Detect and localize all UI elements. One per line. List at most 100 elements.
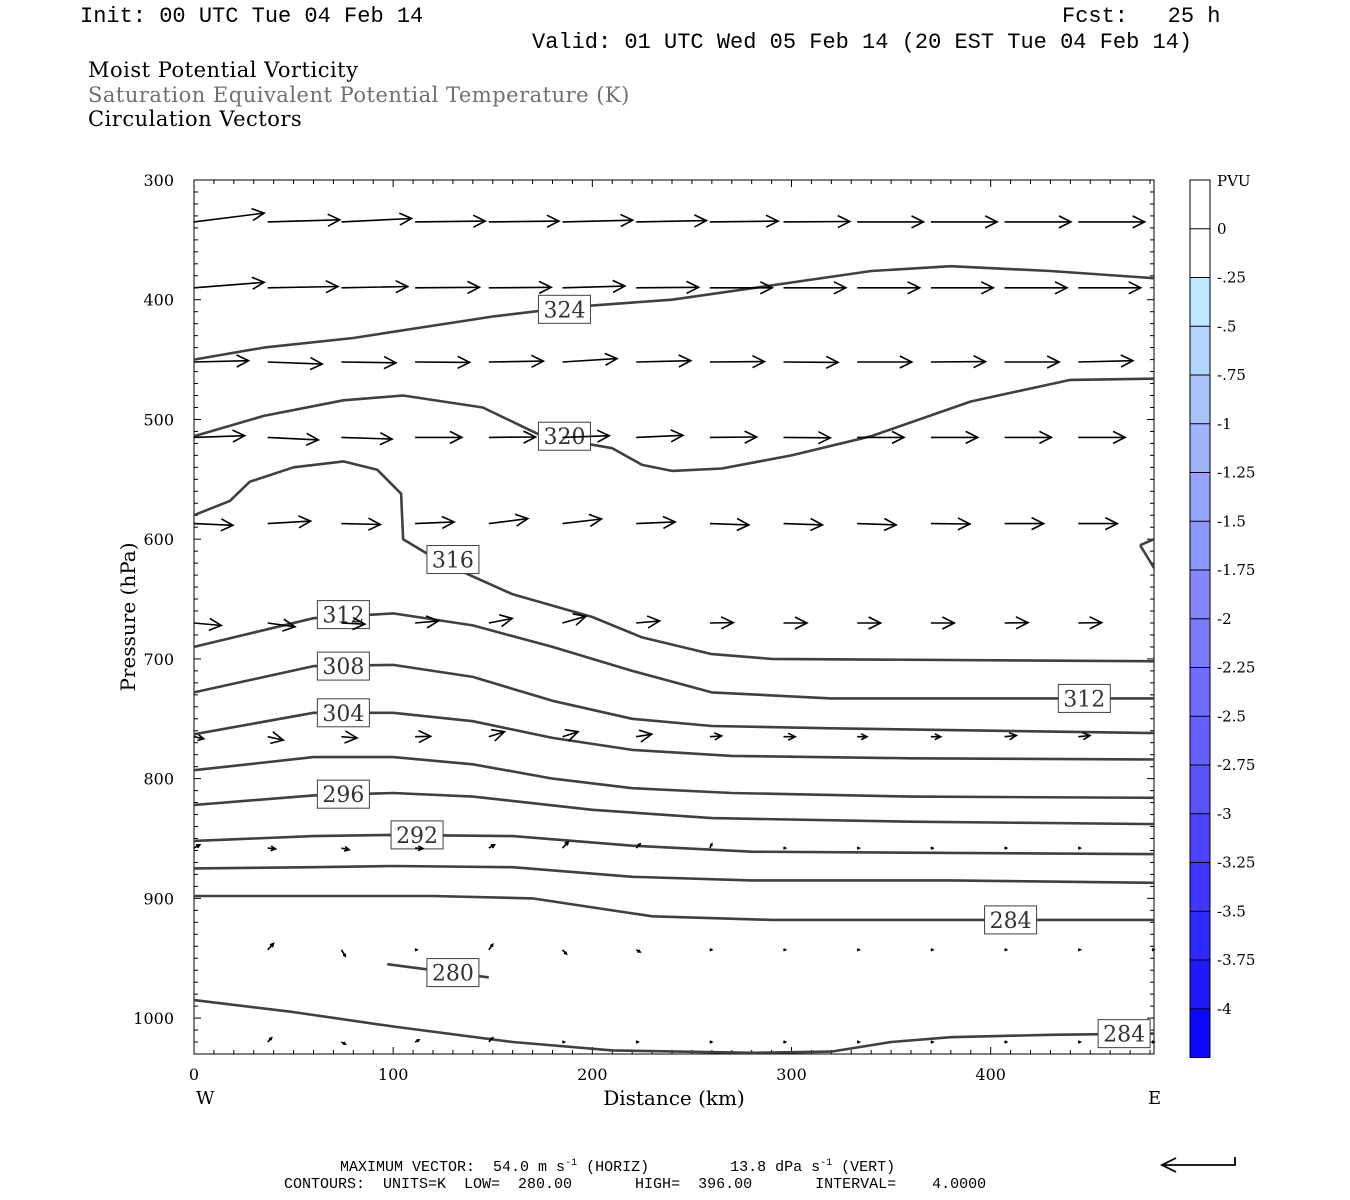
circulation-vector xyxy=(341,285,408,289)
vector-head xyxy=(678,354,693,368)
vector-head xyxy=(883,517,898,532)
vector-head xyxy=(232,429,247,443)
vector-head xyxy=(984,215,999,229)
vector-head xyxy=(343,845,351,852)
max-vector-vert: 13.8 dPa s xyxy=(730,1159,821,1176)
vector-head xyxy=(783,948,788,952)
vector-head xyxy=(817,430,833,445)
y-tick-label: 600 xyxy=(143,530,174,549)
colorbar-swatch xyxy=(1190,911,1210,960)
circulation-vector xyxy=(709,522,749,526)
horiz-tag: (HORIZ) xyxy=(586,1159,650,1176)
circulation-vector xyxy=(488,617,513,624)
circulation-vector xyxy=(267,520,311,525)
vector-head xyxy=(783,1040,788,1044)
vector-head xyxy=(638,729,654,743)
vector-head xyxy=(282,618,297,632)
circulation-vector xyxy=(562,730,579,738)
contour-label: 280 xyxy=(432,962,474,987)
vector-head xyxy=(930,1040,935,1044)
vector-head xyxy=(1132,215,1147,229)
vector-head xyxy=(1077,846,1083,850)
x-tick-label: 200 xyxy=(577,1065,608,1084)
vector-head xyxy=(197,734,206,742)
colorbar-swatch xyxy=(1190,862,1210,912)
circulation-vector xyxy=(341,735,358,739)
vector-head xyxy=(383,355,398,370)
vector-head xyxy=(379,431,394,446)
vector-head xyxy=(783,846,788,850)
vector-head xyxy=(693,214,709,228)
circulation-vector xyxy=(562,518,602,525)
vector-head xyxy=(418,729,433,744)
contour-label-box xyxy=(1057,683,1111,713)
vector-head xyxy=(564,728,580,742)
contour-label: 312 xyxy=(322,604,364,629)
circulation-vector xyxy=(636,219,707,223)
colorbar-label: -1.25 xyxy=(1217,464,1255,482)
x-tick-label: 100 xyxy=(378,1065,409,1084)
colorbar-swatch xyxy=(1190,765,1210,814)
contour-info: CONTOURS: UNITS=K LOW= 280.00 HIGH= 396.… xyxy=(284,1176,987,1193)
vector-head xyxy=(930,846,935,850)
contour-label-box xyxy=(426,545,480,575)
vector-head xyxy=(572,613,588,626)
colorbar-swatch xyxy=(1190,472,1210,522)
valid-time: Valid: 01 UTC Wed 05 Feb 14 (20 EST Tue … xyxy=(532,30,1193,55)
vector-head xyxy=(562,1040,567,1044)
circulation-vector xyxy=(1004,734,1017,738)
vector-head xyxy=(449,430,464,445)
colorbar-title: PVU xyxy=(1217,172,1251,190)
vector-head xyxy=(1031,516,1046,531)
vector-head xyxy=(1015,616,1030,630)
circulation-vector xyxy=(783,522,823,526)
vector-head xyxy=(736,517,751,532)
colorbar-swatch xyxy=(1190,277,1210,327)
vector-head xyxy=(787,732,797,741)
max-vector-label: MAXIMUM VECTOR: xyxy=(340,1159,476,1176)
vector-head xyxy=(489,1036,494,1041)
circulation-vector xyxy=(488,517,528,525)
circulation-vector xyxy=(488,730,505,738)
vector-head xyxy=(417,845,425,852)
vector-head xyxy=(251,276,266,290)
plot-axes: 300 400 500 600 700 800 900 1000 0 100 200 300 400 Di… xyxy=(116,171,1161,1110)
vector-head xyxy=(1128,281,1143,295)
circulation-vector xyxy=(193,359,249,363)
circulation-vector xyxy=(341,622,365,625)
contour-label: 296 xyxy=(322,783,364,808)
isentrope-line xyxy=(193,460,1155,663)
vector-head xyxy=(713,732,724,741)
vector-head xyxy=(612,279,627,294)
circulation-vector xyxy=(636,620,660,624)
colorbar-swatch xyxy=(1190,228,1210,278)
field-title-theta-es: Saturation Equivalent Potential Temperat… xyxy=(88,83,630,107)
vector-head xyxy=(268,1036,273,1041)
vector-head xyxy=(546,214,561,228)
colorbar-swatch xyxy=(1190,326,1210,375)
vector-head xyxy=(810,517,825,532)
circulation-vector xyxy=(267,436,319,441)
contour-label: 312 xyxy=(1063,687,1105,712)
colorbar-swatch xyxy=(1190,618,1210,668)
vector-head xyxy=(837,214,852,229)
contour-label-box xyxy=(1097,1019,1151,1049)
max-vector-arrow-icon xyxy=(1159,1157,1236,1173)
x-east-label: E xyxy=(1148,1088,1161,1109)
circulation-vector xyxy=(488,360,544,363)
vector-head xyxy=(794,616,809,630)
vector-head xyxy=(1112,430,1127,445)
vector-head xyxy=(1039,430,1054,445)
vector-head xyxy=(309,356,325,371)
vector-head xyxy=(759,281,775,295)
contour-label: 308 xyxy=(322,655,364,680)
vector-head xyxy=(1054,281,1069,295)
isentrope-line xyxy=(1139,538,1155,547)
isentrope-line xyxy=(1138,544,1156,569)
vector-head xyxy=(744,430,759,444)
max-vector-horiz: 54.0 m s xyxy=(493,1159,566,1176)
colorbar-label: -2.25 xyxy=(1217,659,1255,677)
y-tick-label: 900 xyxy=(143,889,174,908)
x-axis-label: Distance (km) xyxy=(603,1086,745,1110)
isentrope-line xyxy=(193,833,1155,856)
